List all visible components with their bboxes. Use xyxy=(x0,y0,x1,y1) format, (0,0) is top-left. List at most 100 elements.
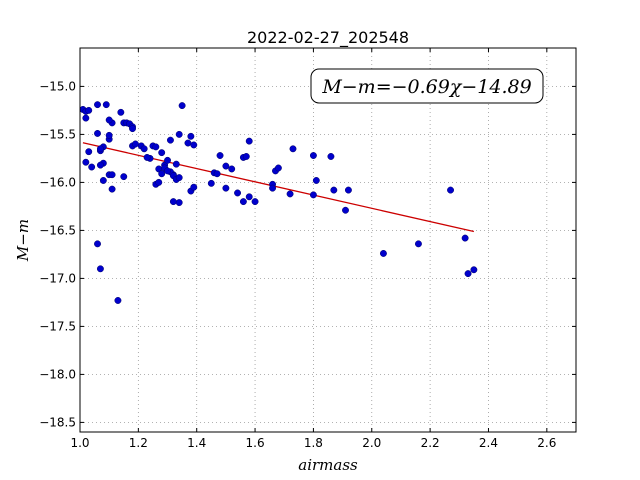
data-point xyxy=(85,106,93,114)
data-point xyxy=(228,165,236,173)
plot-background xyxy=(80,48,576,432)
data-point xyxy=(447,186,454,194)
data-point xyxy=(251,198,259,206)
data-point xyxy=(102,101,110,109)
data-point xyxy=(245,137,253,145)
data-point xyxy=(94,240,101,248)
grid xyxy=(79,48,576,432)
data-point xyxy=(108,185,116,193)
x-tick-label: 1.2 xyxy=(129,436,148,450)
data-point xyxy=(105,131,113,139)
data-point xyxy=(175,130,183,138)
data-point xyxy=(190,183,198,191)
data-point xyxy=(164,167,171,175)
data-point xyxy=(464,270,472,278)
x-tick-label: 2.2 xyxy=(421,436,440,450)
data-point xyxy=(131,140,139,148)
data-point xyxy=(140,145,148,153)
data-point xyxy=(172,160,180,168)
y-axis-label: M−m xyxy=(14,219,32,262)
data-point xyxy=(190,141,198,149)
y-tick-label: −15.5 xyxy=(39,127,76,141)
data-point xyxy=(120,173,128,181)
data-point xyxy=(169,198,177,206)
x-tick-label: 2.4 xyxy=(479,436,498,450)
x-axis: 1.0 1.2 1.4 1.6 1.8 2.0 2.2 2.4 2.6 xyxy=(70,48,556,450)
chart-title: 2022-02-27_202548 xyxy=(247,28,409,48)
x-tick-label: 1.0 xyxy=(70,436,89,450)
data-point xyxy=(289,145,297,153)
y-tick-label: −16.0 xyxy=(39,175,76,189)
data-point xyxy=(96,265,104,273)
y-tick-label: −18.5 xyxy=(39,415,76,429)
data-point xyxy=(213,170,221,178)
data-point xyxy=(461,234,469,242)
data-point xyxy=(309,152,317,159)
data-point xyxy=(309,191,317,199)
x-tick-label: 1.8 xyxy=(304,436,323,450)
plot-area xyxy=(80,48,576,432)
x-tick-label: 1.4 xyxy=(187,436,206,450)
data-point xyxy=(414,240,422,248)
data-point xyxy=(96,145,104,153)
data-point xyxy=(245,193,253,201)
data-point xyxy=(327,153,335,160)
y-tick-label: −17.0 xyxy=(39,271,76,285)
data-point xyxy=(88,163,96,171)
y-tick-label: −17.5 xyxy=(39,319,76,333)
data-point xyxy=(129,125,136,133)
data-point xyxy=(166,136,174,144)
data-point xyxy=(175,199,183,207)
data-point xyxy=(187,132,195,140)
data-point xyxy=(330,186,338,194)
data-point xyxy=(342,206,349,214)
data-point xyxy=(178,102,186,110)
data-point xyxy=(184,139,192,147)
data-point xyxy=(234,189,242,197)
data-point xyxy=(158,149,166,157)
data-point xyxy=(164,156,171,164)
y-axis: −15.0 −15.5 −16.0 −16.5 −17.0 −17.5 −18.0 −18.5 xyxy=(39,79,576,429)
data-point xyxy=(344,186,352,194)
data-point xyxy=(155,178,163,186)
data-point xyxy=(96,161,104,169)
data-point xyxy=(207,179,215,187)
data-point xyxy=(94,101,101,109)
data-point xyxy=(108,171,116,179)
data-point xyxy=(222,184,230,192)
data-point xyxy=(85,148,93,156)
x-tick-label: 2.0 xyxy=(362,436,381,450)
data-point xyxy=(239,198,247,206)
x-tick-label: 1.6 xyxy=(246,436,265,450)
data-point xyxy=(286,190,294,198)
data-point xyxy=(470,266,478,274)
data-point xyxy=(216,152,224,159)
x-tick-label: 2.6 xyxy=(537,436,556,450)
data-point xyxy=(274,164,282,172)
data-point xyxy=(82,158,90,166)
data-point xyxy=(379,249,387,257)
plot-frame xyxy=(79,47,577,433)
data-points xyxy=(79,101,478,304)
data-point xyxy=(117,108,125,116)
data-point xyxy=(269,184,277,192)
y-tick-label: −18.0 xyxy=(39,367,76,381)
y-tick-label: −16.5 xyxy=(39,223,76,237)
fit-equation-box: M−m=−0.69χ−14.89 xyxy=(310,68,544,104)
fit-equation-frame xyxy=(310,68,544,104)
data-point xyxy=(82,114,90,122)
data-point xyxy=(94,129,101,137)
y-tick-label: −15.0 xyxy=(39,79,76,93)
data-point xyxy=(175,174,183,182)
data-point xyxy=(158,170,166,178)
data-point xyxy=(143,153,151,161)
axes-frame xyxy=(79,47,577,433)
data-point xyxy=(222,162,230,170)
data-point xyxy=(152,143,160,151)
data-point xyxy=(99,177,107,184)
data-point xyxy=(312,177,320,184)
data-point xyxy=(105,116,113,124)
data-point xyxy=(242,153,250,160)
fit-equation-text: M−m=−0.69χ−14.89 xyxy=(321,76,531,98)
